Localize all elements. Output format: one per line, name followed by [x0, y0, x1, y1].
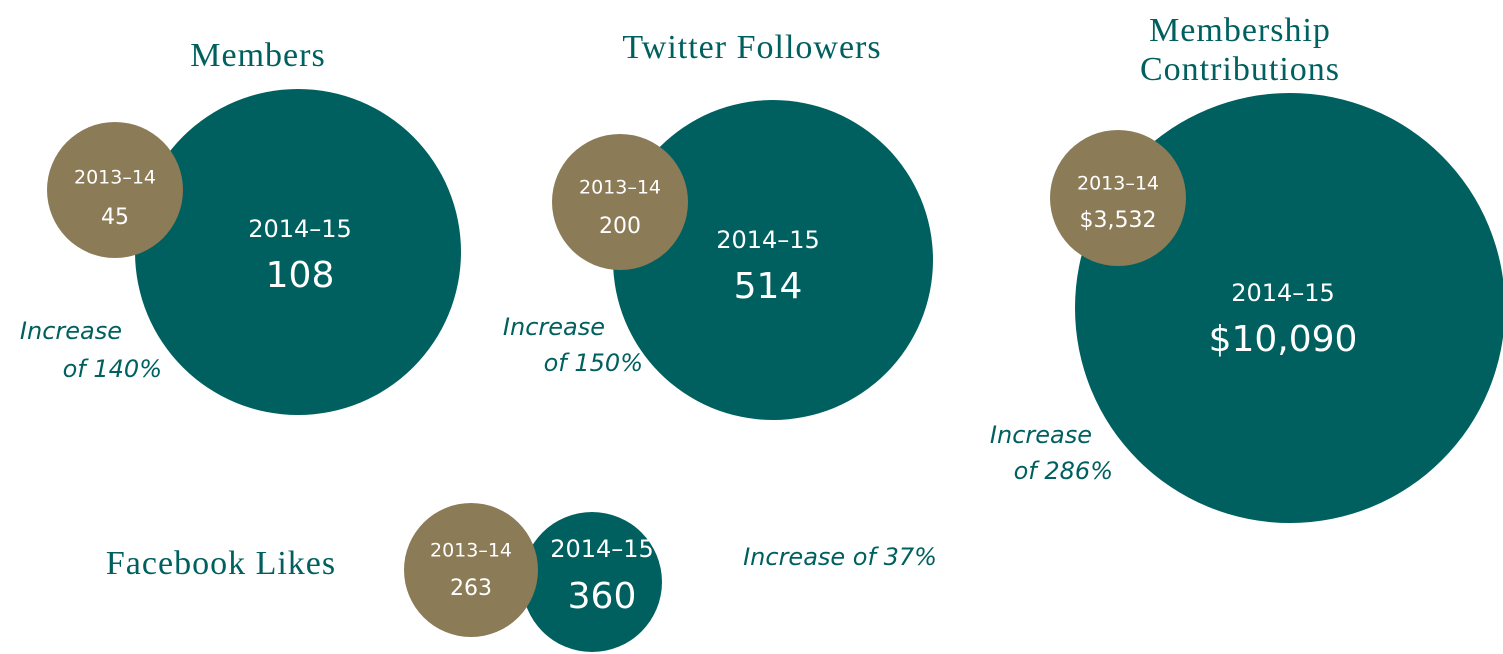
twitter-panel: Twitter Followers 2013–14 200 2014–15 51… — [503, 29, 933, 420]
panel-title: Facebook Likes — [106, 545, 336, 582]
increase: of 286% — [1014, 457, 1113, 485]
current-value: 108 — [266, 255, 335, 296]
current-circle — [613, 100, 933, 420]
prior-period: 2013–14 — [1077, 173, 1159, 195]
prior-circle — [47, 122, 183, 258]
current-period: 2014–15 — [248, 215, 352, 243]
increase: of 140% — [63, 355, 162, 383]
current-circle — [522, 512, 662, 652]
current-value: $10,090 — [1209, 319, 1358, 360]
increase: of 150% — [544, 349, 643, 377]
panel-title: Twitter Followers — [622, 29, 881, 66]
panel-title: Contributions — [1140, 51, 1340, 88]
current-period: 2014–15 — [1231, 279, 1335, 307]
panel-title: Members — [190, 37, 325, 74]
facebook-panel: Facebook Likes 2013–14 263 2014–15 360 I… — [106, 503, 937, 652]
prior-value: 45 — [101, 205, 129, 230]
panel-title: Membership — [1149, 12, 1331, 49]
current-circle — [135, 89, 461, 415]
prior-period: 2013–14 — [430, 540, 512, 562]
increase: Increase — [20, 317, 122, 345]
increase: Increase — [990, 421, 1092, 449]
current-period: 2014–15 — [716, 226, 820, 254]
prior-value: 200 — [599, 214, 641, 239]
increase: Increase of 37% — [743, 543, 937, 571]
prior-period: 2013–14 — [74, 167, 156, 189]
prior-circle — [1050, 130, 1186, 266]
current-value: 360 — [568, 576, 637, 617]
prior-circle — [404, 503, 538, 637]
prior-value: $3,532 — [1080, 208, 1157, 233]
increase: Increase — [503, 313, 605, 341]
prior-period: 2013–14 — [579, 177, 661, 199]
prior-value: 263 — [450, 576, 492, 601]
members-panel: Members 2013–14 45 2014–15 108 Increase … — [20, 37, 461, 415]
current-period: 2014–15 — [550, 535, 654, 563]
contributions-panel: Membership Contributions 2013–14 $3,532 … — [990, 12, 1503, 523]
current-value: 514 — [734, 266, 803, 307]
prior-circle — [552, 134, 688, 270]
